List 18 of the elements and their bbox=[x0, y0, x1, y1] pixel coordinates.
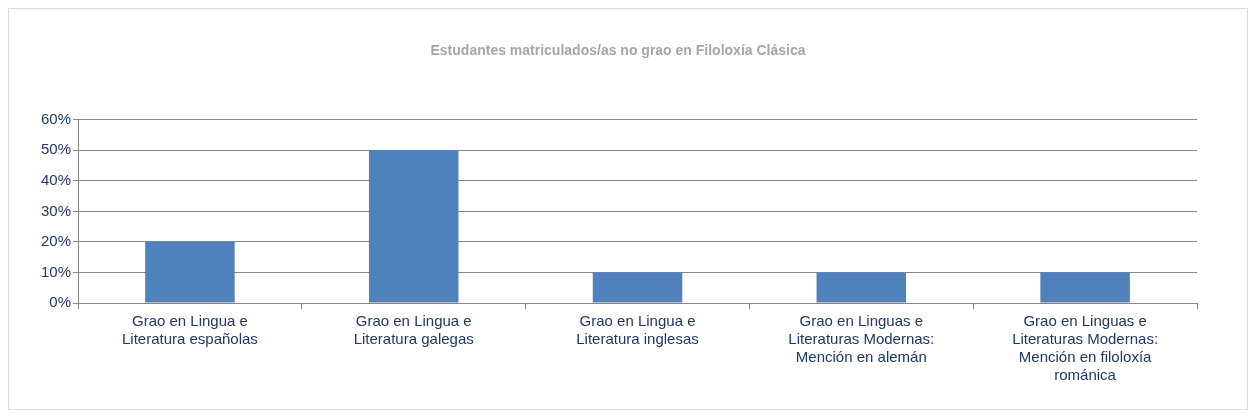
chart-title: Estudantes matriculados/as no grao en Filoloxía Clásica bbox=[430, 42, 806, 59]
bar bbox=[368, 150, 459, 303]
bar bbox=[1040, 272, 1130, 303]
x-tick-label: Grao en Linguas e Literaturas Modernas: Mención en filoloxía románica bbox=[1012, 312, 1159, 384]
y-tick-label: 0% bbox=[49, 293, 72, 311]
bar bbox=[816, 272, 907, 303]
x-tick-label: Grao en Linguas e Literaturas Modernas: Mención en alemán bbox=[788, 312, 935, 366]
y-tick-label: 40% bbox=[40, 171, 72, 189]
y-tick-label: 50% bbox=[40, 140, 72, 158]
y-tick-label: 10% bbox=[40, 262, 72, 280]
y-tick-label: 20% bbox=[40, 232, 72, 250]
y-tick-label: 60% bbox=[40, 109, 72, 127]
x-tick-label: Grao en Lingua e Literatura españolas bbox=[121, 312, 258, 348]
y-tick-label: 30% bbox=[40, 201, 72, 219]
x-tick-label: Grao en Lingua e Literatura galegas bbox=[353, 312, 474, 348]
bar bbox=[592, 272, 683, 303]
x-tick-label: Grao en Lingua e Literatura inglesas bbox=[576, 312, 699, 348]
bar bbox=[145, 241, 235, 303]
